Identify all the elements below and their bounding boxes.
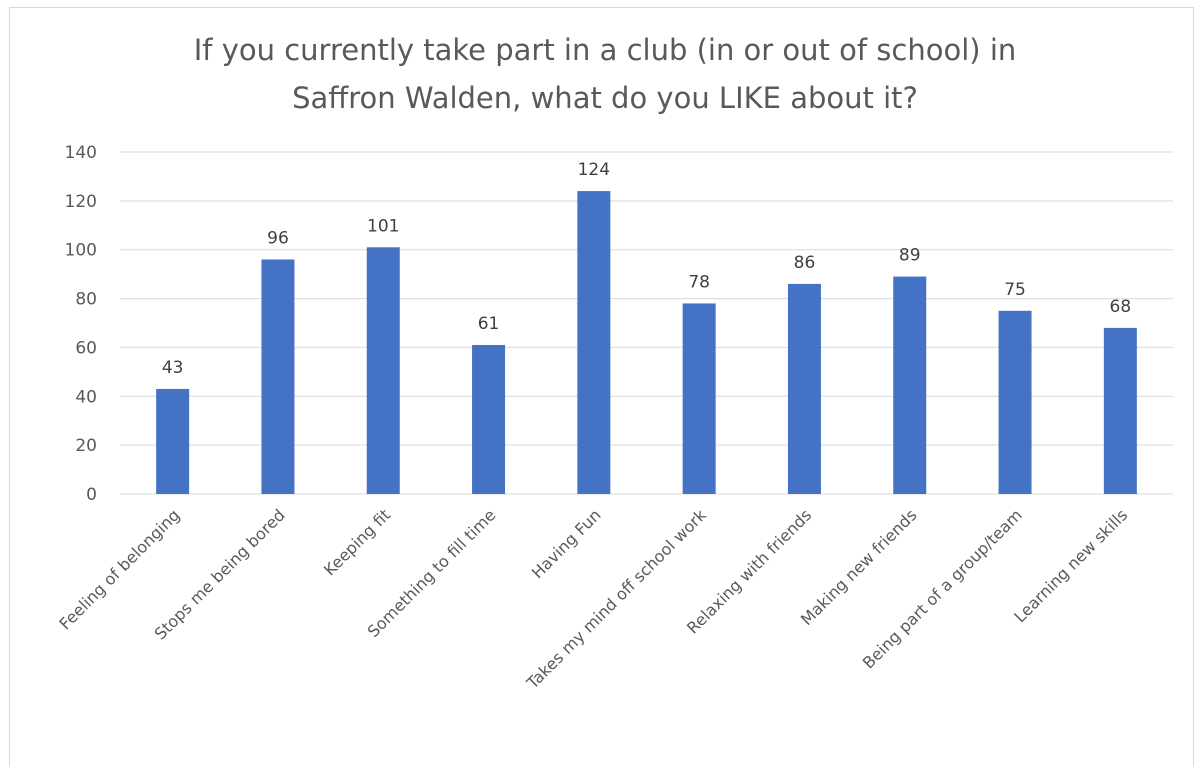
data-label: 89 xyxy=(899,246,921,266)
chart-title: If you currently take part in a club (in… xyxy=(194,33,1017,115)
category-label: Having Fun xyxy=(528,505,605,582)
category-label: Feeling of belonging xyxy=(55,505,183,633)
data-label: 68 xyxy=(1110,297,1132,317)
bar xyxy=(787,283,821,494)
category-label: Takes my mind off school work xyxy=(522,505,710,693)
y-tick-label: 0 xyxy=(86,485,97,505)
gridlines xyxy=(120,151,1173,495)
bar xyxy=(577,191,611,495)
y-axis-tick-labels: 0 20 40 60 80 100 120 140 xyxy=(65,143,97,505)
bar xyxy=(366,247,400,494)
data-label: 86 xyxy=(794,253,816,273)
bar xyxy=(998,310,1032,494)
category-label: Keeping fit xyxy=(320,505,394,579)
data-label: 96 xyxy=(267,228,289,248)
chart-title-line-1: If you currently take part in a club (in… xyxy=(194,33,1017,67)
bar xyxy=(261,259,295,494)
bar xyxy=(682,303,716,494)
bar xyxy=(893,276,927,494)
bars xyxy=(156,191,1137,495)
y-tick-label: 60 xyxy=(75,338,97,358)
data-label: 75 xyxy=(1004,280,1026,300)
chart-title-line-2: Saffron Walden, what do you LIKE about i… xyxy=(292,81,918,115)
data-label: 43 xyxy=(162,358,184,378)
y-tick-label: 20 xyxy=(75,436,97,456)
y-tick-label: 40 xyxy=(75,387,97,407)
category-label: Making new friends xyxy=(797,505,921,629)
y-tick-label: 80 xyxy=(75,290,97,310)
bar xyxy=(1103,327,1137,494)
category-label: Learning new skills xyxy=(1010,505,1131,626)
data-label: 101 xyxy=(367,216,399,236)
bar xyxy=(472,344,506,494)
bar xyxy=(156,388,190,494)
y-tick-label: 100 xyxy=(65,241,97,261)
data-label: 61 xyxy=(478,314,500,334)
data-label: 124 xyxy=(578,160,610,180)
data-label: 78 xyxy=(688,272,710,292)
y-tick-label: 140 xyxy=(65,143,97,163)
data-labels: 43 96 101 61 124 78 86 89 75 68 xyxy=(162,160,1131,378)
y-tick-label: 120 xyxy=(65,192,97,212)
